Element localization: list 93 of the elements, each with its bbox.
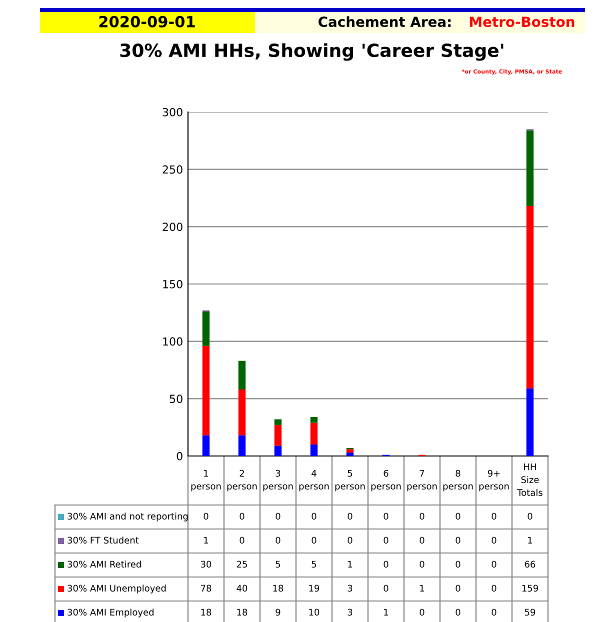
data-label: 3 bbox=[348, 608, 352, 616]
data-label: 66 bbox=[524, 560, 536, 568]
x-tick-label: HH Size Totals bbox=[517, 464, 542, 496]
legend-label: 30% FT Student bbox=[68, 536, 139, 544]
text: Cachement Area: bbox=[318, 16, 451, 28]
data-label: 0 bbox=[384, 584, 388, 592]
bar bbox=[274, 446, 282, 456]
data-label: 0 bbox=[492, 584, 496, 592]
bar bbox=[346, 452, 354, 456]
x-tick-label: 4 person bbox=[299, 470, 329, 492]
text: Metro-Boston bbox=[470, 16, 574, 28]
bar bbox=[202, 312, 210, 346]
bar bbox=[274, 425, 282, 446]
data-label: 0 bbox=[276, 536, 280, 544]
data-label: 0 bbox=[492, 512, 496, 520]
data-label: 0 bbox=[420, 536, 424, 544]
bar bbox=[310, 444, 318, 456]
bar bbox=[310, 422, 318, 445]
data-label: 0 bbox=[348, 536, 352, 544]
data-label: 10 bbox=[309, 608, 320, 616]
data-label: 30 bbox=[200, 560, 212, 568]
data-label: 25 bbox=[236, 560, 247, 568]
data-label: 0 bbox=[312, 512, 316, 520]
data-label: 0 bbox=[492, 560, 496, 568]
y-tick-label: 300 bbox=[162, 108, 182, 116]
x-tick-label: 2 person bbox=[227, 470, 257, 492]
data-label: 5 bbox=[276, 560, 280, 568]
legend-label: 30% AMI Retired bbox=[68, 560, 141, 568]
data-label: 5 bbox=[312, 560, 316, 568]
data-label: 0 bbox=[348, 512, 352, 520]
data-label: 0 bbox=[420, 608, 424, 616]
y-tick-label: 250 bbox=[162, 165, 182, 174]
data-label: 1 bbox=[204, 536, 208, 544]
bar bbox=[238, 360, 246, 390]
x-tick-label: 7 person bbox=[407, 470, 437, 492]
bar bbox=[526, 130, 534, 206]
data-label: 78 bbox=[200, 584, 212, 592]
bar bbox=[310, 417, 318, 423]
data-label: 0 bbox=[420, 512, 424, 520]
data-label: 0 bbox=[240, 536, 244, 544]
x-tick-label: 6 person bbox=[371, 470, 401, 492]
data-label: 18 bbox=[237, 608, 248, 616]
legend-label: 30% AMI and not reporting bbox=[68, 512, 188, 522]
chart-title: 30% AMI HHs, Showing 'Career Stage' bbox=[120, 43, 504, 61]
data-label: 0 bbox=[384, 536, 388, 544]
data-label: 0 bbox=[456, 536, 460, 544]
y-tick-label: 0 bbox=[176, 452, 182, 460]
data-label: 9 bbox=[276, 608, 280, 616]
legend-label: 30% AMI Unemployed bbox=[68, 584, 166, 594]
data-label: 0 bbox=[456, 560, 460, 568]
data-label: 0 bbox=[456, 584, 460, 592]
text: 2020-09-01 bbox=[99, 16, 195, 28]
bar bbox=[202, 435, 210, 456]
bar bbox=[238, 389, 246, 436]
data-label: 0 bbox=[492, 536, 496, 544]
data-label: 0 bbox=[276, 512, 280, 520]
bar bbox=[238, 435, 246, 456]
data-label: 0 bbox=[528, 512, 532, 520]
bar bbox=[202, 346, 210, 436]
data-label: 1 bbox=[384, 608, 388, 616]
data-label: 0 bbox=[240, 512, 244, 520]
data-label: 40 bbox=[236, 584, 248, 592]
data-label: 1 bbox=[528, 536, 532, 544]
data-label: 18 bbox=[201, 608, 212, 616]
bar bbox=[526, 388, 534, 456]
data-label: 1 bbox=[348, 560, 352, 568]
data-label: 19 bbox=[309, 584, 320, 592]
legend-label: 30% AMI Employed bbox=[68, 608, 154, 618]
data-label: 59 bbox=[524, 608, 536, 616]
data-label: 0 bbox=[384, 512, 388, 520]
x-tick-label: 1 person bbox=[191, 470, 221, 492]
bar bbox=[346, 449, 354, 453]
data-label: 0 bbox=[492, 608, 496, 616]
data-label: 0 bbox=[384, 560, 388, 568]
y-tick-label: 200 bbox=[162, 222, 182, 232]
data-label: 159 bbox=[522, 584, 538, 592]
data-label: 0 bbox=[204, 512, 208, 520]
x-tick-label: 3 person bbox=[263, 470, 293, 492]
data-label: 3 bbox=[348, 584, 352, 592]
y-tick-label: 100 bbox=[163, 337, 182, 346]
x-tick-label: 5 person bbox=[335, 470, 365, 492]
y-tick-label: 50 bbox=[170, 394, 182, 404]
x-tick-label: 9+ person bbox=[479, 470, 509, 492]
y-tick-label: 150 bbox=[163, 280, 182, 288]
bar bbox=[274, 419, 282, 426]
bar bbox=[526, 206, 534, 388]
data-label: 0 bbox=[312, 536, 316, 544]
data-label: 0 bbox=[456, 512, 460, 520]
data-label: 0 bbox=[420, 560, 424, 568]
x-tick-label: 8 person bbox=[443, 470, 473, 492]
data-label: 18 bbox=[273, 584, 284, 592]
data-label: 1 bbox=[420, 584, 424, 592]
data-label: 0 bbox=[456, 608, 460, 616]
